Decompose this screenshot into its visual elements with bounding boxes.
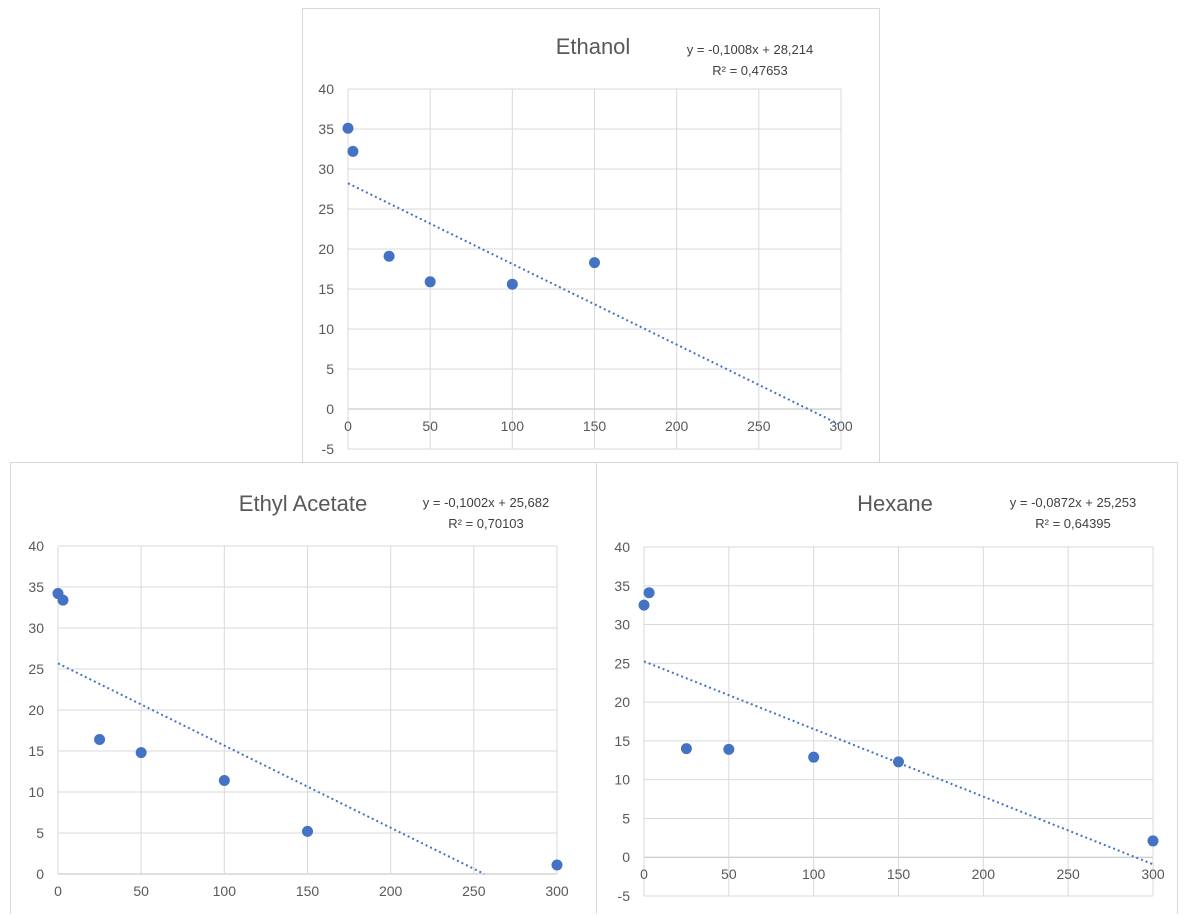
y-tick-label: 5	[326, 361, 334, 377]
trendline	[347, 182, 842, 427]
x-tick-label: 250	[1056, 866, 1080, 882]
x-tick-label: 100	[802, 866, 826, 882]
y-tick-label: 30	[614, 617, 630, 633]
y-tick-label: 10	[28, 784, 44, 800]
data-point	[680, 743, 692, 755]
chart-hexane: -5 0 5 10 15 20 25 30 35 40 0 50 100 150 200 250 300 Hexa…	[596, 462, 1178, 914]
data-point	[643, 587, 655, 599]
trendline-r-squared: R² = 0,64395	[1035, 516, 1111, 531]
y-tick-label: 40	[318, 81, 334, 97]
y-tick-label: 15	[28, 743, 44, 759]
x-tick-label: 100	[213, 883, 237, 899]
data-point	[893, 756, 904, 768]
y-tick-label: 20	[614, 694, 630, 710]
data-point	[808, 751, 820, 763]
y-tick-label: 0	[36, 866, 44, 882]
chart-svg: 0 5 10 15 20 25 30 35 40 0 50 100 150 200 250 300 Ethyl …	[28, 491, 569, 899]
trendline-r-squared: R² = 0,47653	[712, 63, 788, 78]
y-tick-label: 25	[28, 661, 44, 677]
x-tick-label: 50	[422, 418, 438, 434]
data-point	[347, 145, 359, 157]
y-tick-label: 35	[614, 578, 630, 594]
x-tick-label: 50	[721, 866, 737, 882]
x-tick-label: 0	[640, 866, 648, 882]
x-tick-label: 300	[1141, 866, 1165, 882]
x-tick-label: 0	[54, 883, 62, 899]
data-point	[135, 747, 147, 759]
y-tick-label: -5	[618, 888, 631, 904]
y-tick-label: 15	[614, 733, 630, 749]
chart-svg: -5 0 5 10 15 20 25 30 35 40 0 50 100 150 200 250 300 Hexa…	[614, 491, 1165, 904]
chart-title: Hexane	[857, 491, 933, 516]
data-point	[723, 743, 735, 755]
trendline-r-squared: R² = 0,70103	[448, 516, 524, 531]
x-tick-label: 50	[133, 883, 149, 899]
x-tick-label: 200	[972, 866, 996, 882]
chart-ethyl-acetate: 0 5 10 15 20 25 30 35 40 0 50 100 150 200 250 300 Ethyl …	[10, 462, 598, 914]
y-tick-label: 15	[318, 281, 334, 297]
x-tick-label: 200	[665, 418, 689, 434]
y-tick-label: 10	[318, 321, 334, 337]
y-tick-label: 30	[318, 161, 334, 177]
trendline-equation: y = -0,0872x + 25,253	[1010, 495, 1136, 510]
data-point	[342, 122, 354, 134]
trendline-equation: y = -0,1002x + 25,682	[423, 495, 549, 510]
data-point	[94, 734, 106, 746]
y-tick-label: 35	[318, 121, 334, 137]
data-point	[383, 250, 395, 262]
y-tick-label: 5	[622, 810, 630, 826]
y-tick-label: 35	[28, 579, 44, 595]
y-tick-label: 25	[614, 655, 630, 671]
y-tick-label: 20	[318, 241, 334, 257]
data-point	[506, 278, 518, 290]
y-tick-label: 5	[36, 825, 44, 841]
y-tick-label: 40	[28, 538, 44, 554]
chart-svg: -5 0 5 10 15 20 25 30 35 40 0 50 100 150 200 250 300 Etha…	[318, 34, 853, 457]
y-tick-label: 30	[28, 620, 44, 636]
data-point	[218, 775, 230, 787]
x-tick-label: 0	[344, 418, 352, 434]
data-point	[638, 599, 650, 611]
x-tick-label: 300	[829, 418, 853, 434]
data-point	[551, 859, 563, 871]
trendline-equation: y = -0,1008x + 28,214	[687, 42, 813, 57]
x-tick-label: 150	[296, 883, 320, 899]
x-tick-label: 300	[545, 883, 569, 899]
data-point	[57, 594, 69, 606]
trendline	[57, 662, 485, 875]
chart-title: Ethanol	[556, 34, 631, 59]
chart-title: Ethyl Acetate	[239, 491, 367, 516]
chart-ethanol: -5 0 5 10 15 20 25 30 35 40 0 50 100 150 200 250 300 Etha…	[302, 8, 880, 464]
y-tick-label: 40	[614, 539, 630, 555]
x-tick-label: 250	[462, 883, 486, 899]
y-tick-label: 0	[622, 849, 630, 865]
y-tick-label: 20	[28, 702, 44, 718]
y-tick-label: 0	[326, 401, 334, 417]
data-point	[302, 825, 313, 837]
trendline	[643, 660, 1154, 866]
x-tick-label: 200	[379, 883, 403, 899]
x-tick-label: 100	[501, 418, 525, 434]
x-tick-label: 150	[887, 866, 911, 882]
x-tick-label: 250	[747, 418, 771, 434]
y-tick-label: 25	[318, 201, 334, 217]
data-point	[424, 276, 436, 288]
x-tick-label: 150	[583, 418, 607, 434]
y-tick-label: -5	[322, 441, 335, 457]
data-point	[589, 257, 600, 269]
y-tick-label: 10	[614, 772, 630, 788]
data-point	[1147, 835, 1159, 847]
